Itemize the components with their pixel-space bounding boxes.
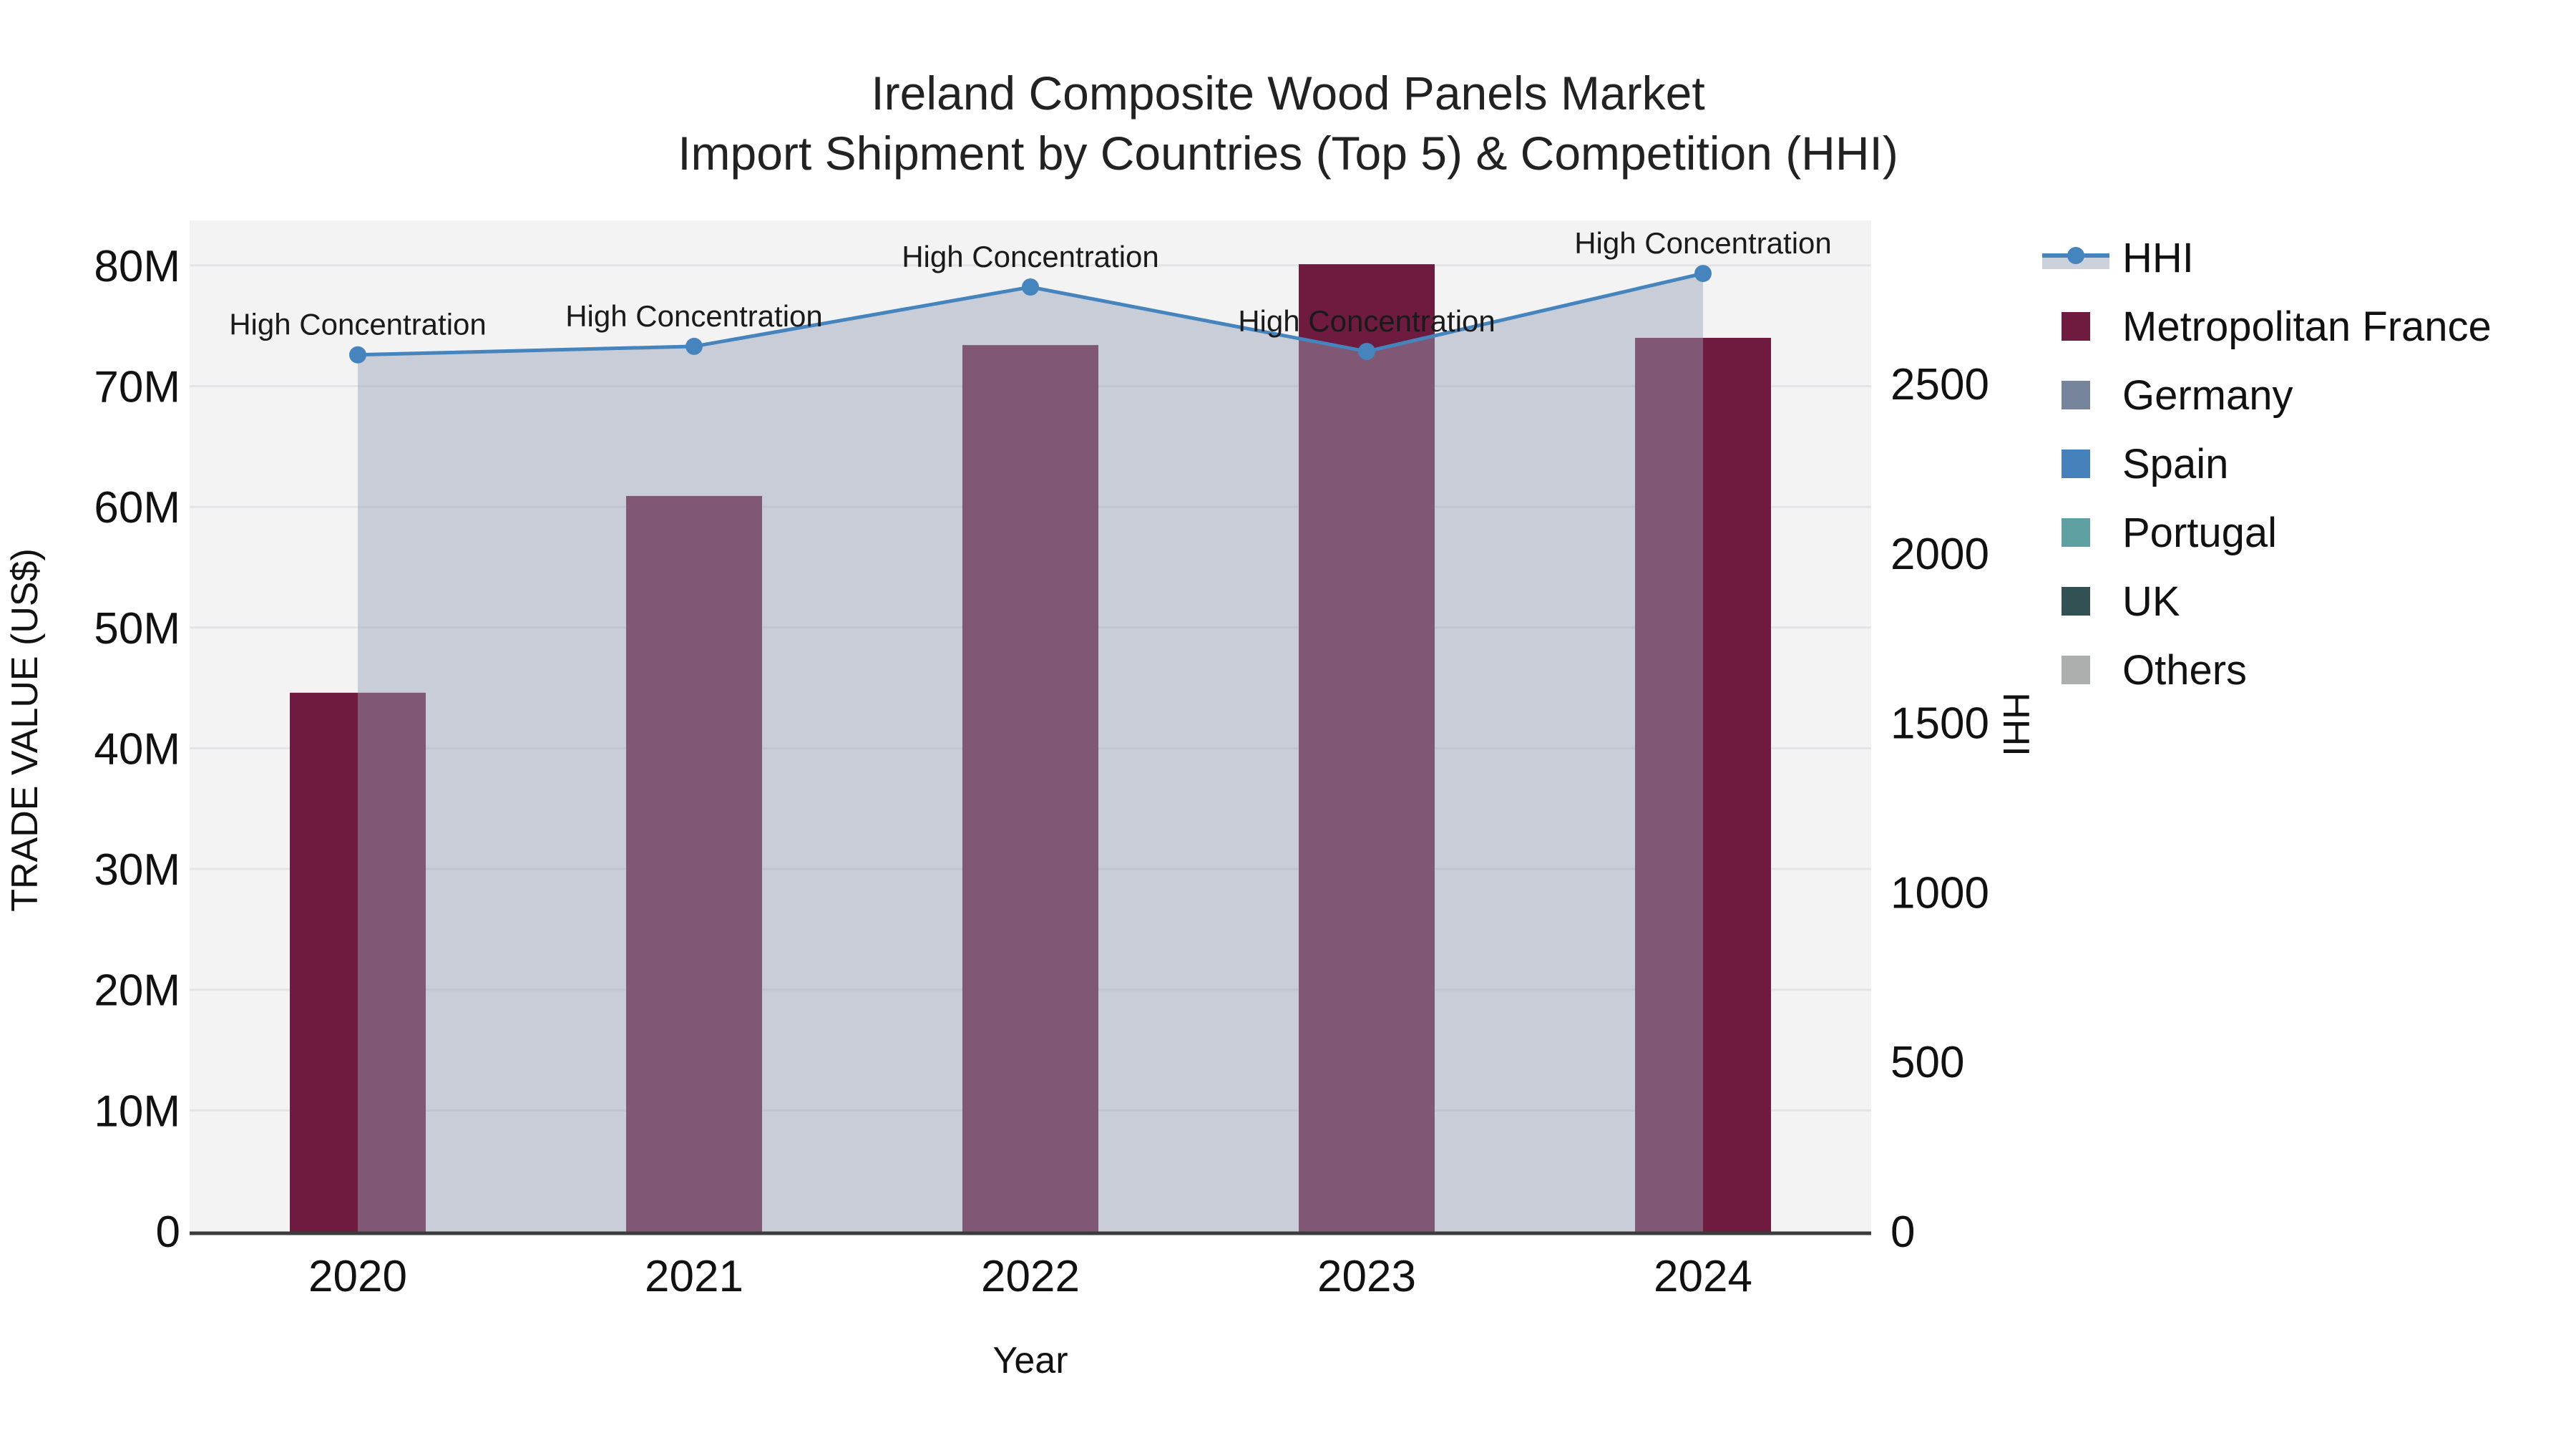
legend-color-swatch-icon <box>2042 656 2109 684</box>
hhi-marker-2020[interactable] <box>349 346 366 364</box>
legend-label: Others <box>2122 646 2248 694</box>
legend-item-others[interactable]: Others <box>2042 636 2492 704</box>
y-right-tick-1000: 1000 <box>1890 868 1989 918</box>
legend-color-swatch-icon <box>2042 587 2109 616</box>
y-left-tick-20M: 20M <box>94 966 180 1016</box>
legend-label: Germany <box>2122 371 2293 419</box>
x-tick-2022: 2022 <box>981 1252 1080 1301</box>
x-tick-2024: 2024 <box>1654 1252 1752 1301</box>
legend-item-uk[interactable]: UK <box>2042 567 2492 636</box>
legend-label: HHI <box>2122 234 2194 281</box>
legend-item-hhi[interactable]: HHI <box>2042 223 2492 292</box>
hhi-marker-2023[interactable] <box>1358 343 1375 361</box>
hhi-area-fill <box>358 273 1703 1233</box>
hhi-marker-2024[interactable] <box>1694 265 1712 283</box>
legend-item-spain[interactable]: Spain <box>2042 429 2492 498</box>
bar-segment-metropolitan-france[interactable] <box>1299 264 1435 1233</box>
bar-segment-metropolitan-france[interactable] <box>962 345 1098 1233</box>
annotation-2023: High Concentration <box>1238 304 1496 338</box>
bar-segment-metropolitan-france[interactable] <box>1635 337 1771 1233</box>
legend-label: Spain <box>2122 440 2229 487</box>
y-left-tick-50M: 50M <box>94 604 180 653</box>
legend-color-swatch-icon <box>2042 449 2109 478</box>
y-left-tick-40M: 40M <box>94 724 180 774</box>
legend-item-metropolitan-france[interactable]: Metropolitan France <box>2042 292 2492 361</box>
y-left-tick-80M: 80M <box>94 242 180 291</box>
hhi-marker-2022[interactable] <box>1022 278 1039 296</box>
y-left-tick-10M: 10M <box>94 1087 180 1136</box>
y-left-tick-30M: 30M <box>94 845 180 895</box>
legend-item-portugal[interactable]: Portugal <box>2042 498 2492 567</box>
legend-label: UK <box>2122 578 2180 625</box>
hhi-marker-2021[interactable] <box>686 337 703 355</box>
x-axis-title: Year <box>992 1340 1068 1381</box>
y-left-tick-70M: 70M <box>94 362 180 412</box>
legend-color-swatch-icon <box>2042 312 2109 341</box>
y-left-tick-60M: 60M <box>94 483 180 533</box>
annotation-2024: High Concentration <box>1574 226 1832 260</box>
legend-label: Portugal <box>2122 509 2278 556</box>
annotation-2022: High Concentration <box>902 240 1159 273</box>
hhi-line-swatch-icon <box>2042 242 2109 273</box>
y-left-tick-0: 0 <box>156 1207 180 1257</box>
annotation-2020: High Concentration <box>229 308 487 341</box>
legend-color-swatch-icon <box>2042 381 2109 409</box>
y-right-tick-1500: 1500 <box>1890 699 1989 749</box>
y-right-tick-0: 0 <box>1890 1207 1915 1257</box>
chart-title-line2: Import Shipment by Countries (Top 5) & C… <box>678 127 1898 180</box>
legend-color-swatch-icon <box>2042 518 2109 547</box>
bar-segment-metropolitan-france[interactable] <box>626 495 762 1233</box>
legend: HHI Metropolitan France Germany Spain Portug… <box>2042 223 2492 704</box>
y-right-tick-2500: 2500 <box>1890 360 1989 409</box>
chart-title-line1: Ireland Composite Wood Panels Market <box>871 67 1705 120</box>
y-right-tick-2000: 2000 <box>1890 530 1989 579</box>
annotation-2021: High Concentration <box>565 299 823 333</box>
x-tick-2021: 2021 <box>645 1252 743 1301</box>
legend-item-germany[interactable]: Germany <box>2042 361 2492 429</box>
y-right-tick-500: 500 <box>1890 1038 1964 1087</box>
legend-label: Metropolitan France <box>2122 303 2492 350</box>
chart-title: Ireland Composite Wood Panels Market Imp… <box>0 63 2576 183</box>
y-right-axis-title: HHI <box>1995 692 2036 757</box>
bar-segment-metropolitan-france[interactable] <box>290 692 426 1233</box>
x-tick-2023: 2023 <box>1317 1252 1416 1301</box>
y-left-axis-title: TRADE VALUE (US$) <box>4 548 46 912</box>
x-tick-2020: 2020 <box>308 1252 407 1301</box>
